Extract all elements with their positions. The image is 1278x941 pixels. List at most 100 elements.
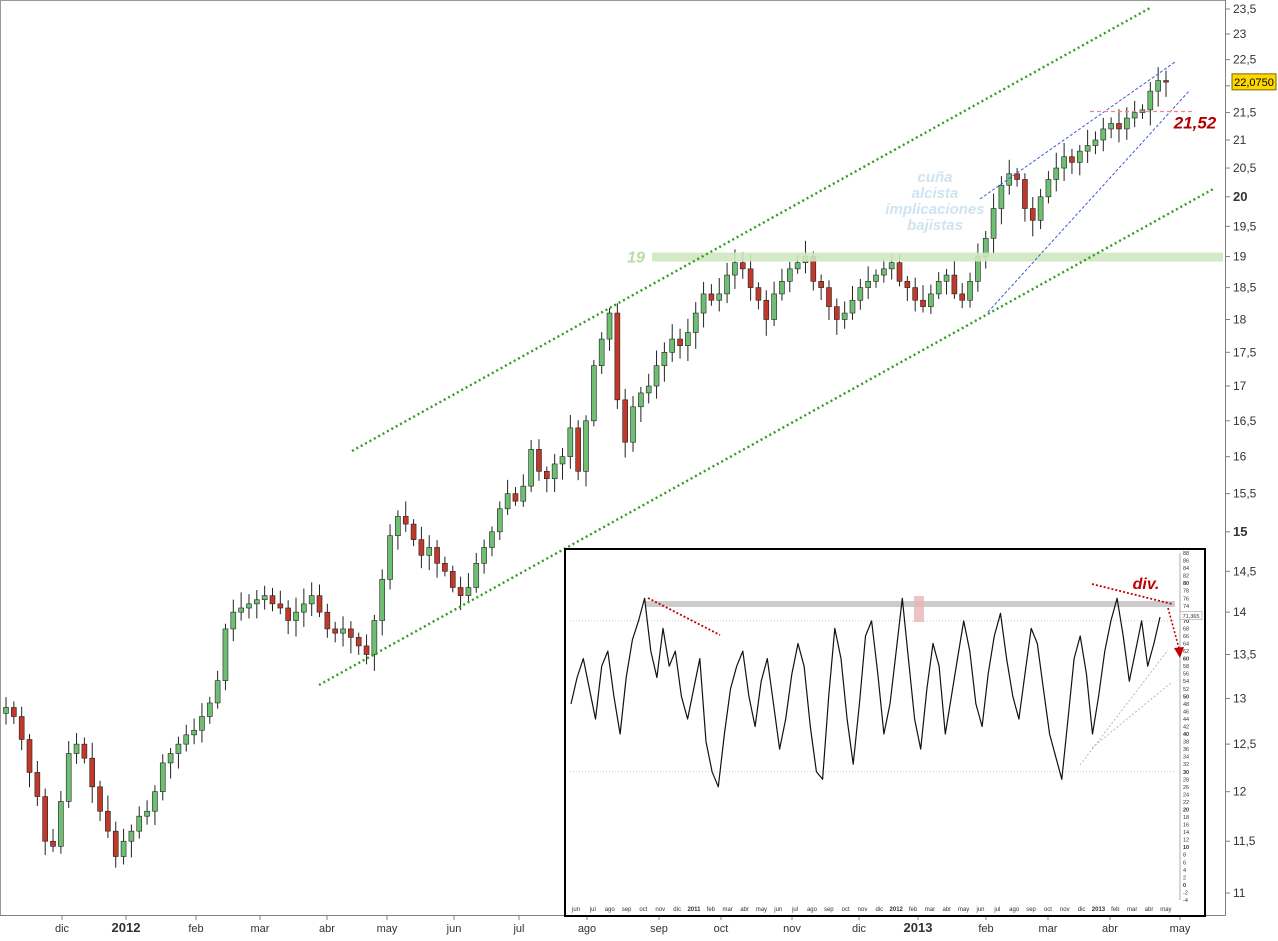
candle-body [58, 801, 64, 847]
inset-date-label: ago [807, 907, 818, 913]
candlestick [465, 573, 472, 603]
candle-body [653, 365, 660, 387]
candle-body [89, 757, 96, 788]
date-tick-label: jul [512, 923, 524, 935]
candle-body [959, 293, 966, 301]
inset-tick-label: 38 [1183, 740, 1189, 746]
candle-body [81, 743, 88, 759]
candle-body [967, 281, 973, 301]
inset-date-label: oct [842, 907, 850, 913]
candlestick [928, 284, 934, 314]
candlestick [1147, 82, 1154, 126]
price-tick-label: 20 [1233, 189, 1247, 204]
candlestick [285, 600, 291, 635]
candlestick [598, 332, 605, 374]
last-price-label: 22,0750 [1234, 77, 1274, 89]
date-tick-label: feb [978, 923, 993, 935]
candlestick [920, 285, 926, 313]
inset-date-label: sep [1026, 907, 1036, 913]
candlestick [11, 701, 17, 725]
candlestick [1163, 70, 1169, 97]
inset-date-label: nov [655, 907, 665, 913]
inset-tick-label: 84 [1183, 566, 1189, 572]
date-tick-label: dic [852, 923, 867, 935]
candlestick [1037, 188, 1044, 230]
inset-tick-label: 30 [1183, 770, 1189, 776]
candlestick [144, 800, 150, 825]
inset-tick-label: 12 [1183, 838, 1189, 844]
candle-body [387, 535, 393, 580]
candlestick [544, 466, 550, 493]
candlestick [551, 454, 558, 493]
price-tick-label: 12,5 [1233, 737, 1257, 751]
inset-tick-label: 18 [1183, 815, 1189, 821]
candlestick [520, 474, 527, 507]
candle-body [1124, 117, 1130, 130]
date-axis: dic 2012 feb mar abr may jun jul ago sep oct nov dic… [0, 915, 1225, 935]
candle-body [473, 562, 480, 588]
price-tick-label: 18,5 [1233, 281, 1257, 295]
inset-tick-label: -4 [1183, 898, 1188, 904]
divergence-line-right [1091, 583, 1173, 605]
candle-body [544, 471, 550, 480]
candle-body [1155, 80, 1161, 92]
candle-body [614, 312, 621, 401]
candlestick [308, 582, 315, 617]
candlestick [959, 283, 966, 309]
price-tick-label: 12 [1233, 785, 1247, 799]
inset-tick-label: 14 [1183, 830, 1189, 836]
candle-body [442, 562, 448, 572]
candlestick [371, 614, 378, 671]
inset-tick-label: 74 [1183, 604, 1189, 610]
inset-tick-label: 88 [1183, 551, 1189, 557]
candlestick [504, 479, 511, 516]
candlestick [26, 733, 33, 788]
candlestick [692, 302, 699, 349]
candle-body [316, 595, 323, 613]
candlestick [943, 268, 950, 295]
candle-body [371, 620, 378, 655]
price-tick-label: 21 [1233, 133, 1247, 147]
candlestick [1014, 168, 1020, 187]
candlestick [348, 621, 354, 654]
candle-body [246, 603, 252, 609]
candlestick [418, 526, 425, 569]
candlestick [1061, 142, 1067, 182]
inset-resistance-band [645, 601, 1175, 607]
wedge-annotation-line: implicaciones [885, 201, 984, 218]
inset-tick-label: 82 [1183, 574, 1189, 580]
candle-body [254, 599, 260, 605]
candle-body [112, 830, 119, 857]
price-tick-label: 17,5 [1233, 345, 1257, 359]
candle-body [496, 508, 503, 533]
candlestick [763, 290, 770, 336]
candlestick [167, 747, 174, 779]
candlestick [42, 788, 48, 856]
date-tick-label: 2013 [904, 920, 933, 935]
candle-body [402, 516, 409, 525]
candlestick [434, 540, 440, 578]
inset-tick-label: 56 [1183, 672, 1189, 678]
candle-body [818, 281, 824, 288]
candle-body [308, 595, 315, 605]
candlestick [457, 576, 464, 611]
candlestick [426, 535, 433, 571]
candle-body [152, 791, 158, 812]
inset-tick-label: 4 [1183, 868, 1186, 874]
candlestick [630, 396, 636, 452]
candle-body [18, 716, 25, 740]
inset-trend-line-lower [1091, 681, 1173, 749]
candlestick [1045, 171, 1052, 204]
candlestick [175, 736, 182, 769]
date-tick-label: mar [251, 923, 270, 935]
candle-body [528, 449, 534, 487]
price-tick-label: 19,5 [1233, 219, 1257, 233]
price-tick-label: 11,5 [1233, 834, 1256, 848]
date-tick-label: may [1170, 923, 1191, 935]
inset-date-label: sep [824, 907, 834, 913]
inset-tick-label: 6 [1183, 860, 1186, 866]
candle-body [1006, 173, 1013, 186]
date-tick-label: abr [319, 923, 335, 935]
candle-body [591, 365, 597, 422]
candle-body [865, 281, 871, 288]
